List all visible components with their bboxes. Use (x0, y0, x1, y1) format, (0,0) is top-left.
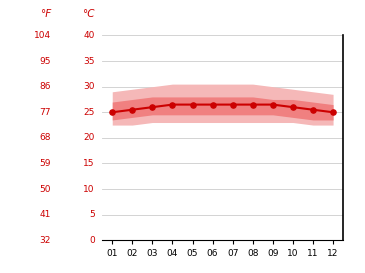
Point (270, 102, 276, 107)
Point (190, 102, 196, 107)
Text: 41: 41 (40, 210, 51, 219)
Point (310, 108, 316, 112)
Point (110, 110, 115, 114)
Point (169, 102, 176, 107)
Text: 95: 95 (39, 57, 51, 66)
Text: 32: 32 (40, 236, 51, 245)
Text: 20: 20 (84, 133, 95, 142)
Point (250, 102, 256, 107)
Text: 40: 40 (84, 31, 95, 40)
Text: 25: 25 (84, 108, 95, 117)
Text: °F: °F (40, 9, 51, 19)
Text: 10: 10 (83, 185, 95, 194)
Text: 5: 5 (89, 210, 95, 219)
Text: °C: °C (82, 9, 95, 19)
Point (330, 110, 336, 114)
Text: 35: 35 (83, 57, 95, 66)
Text: 50: 50 (39, 185, 51, 194)
Point (230, 102, 236, 107)
Text: 68: 68 (39, 133, 51, 142)
Point (150, 105, 155, 109)
Point (129, 108, 135, 112)
Point (290, 105, 296, 109)
Text: 104: 104 (34, 31, 51, 40)
Text: 30: 30 (83, 82, 95, 91)
Text: 15: 15 (83, 159, 95, 168)
Text: 86: 86 (39, 82, 51, 91)
Text: 77: 77 (39, 108, 51, 117)
Text: 0: 0 (89, 236, 95, 245)
Point (210, 102, 215, 107)
Text: 59: 59 (39, 159, 51, 168)
